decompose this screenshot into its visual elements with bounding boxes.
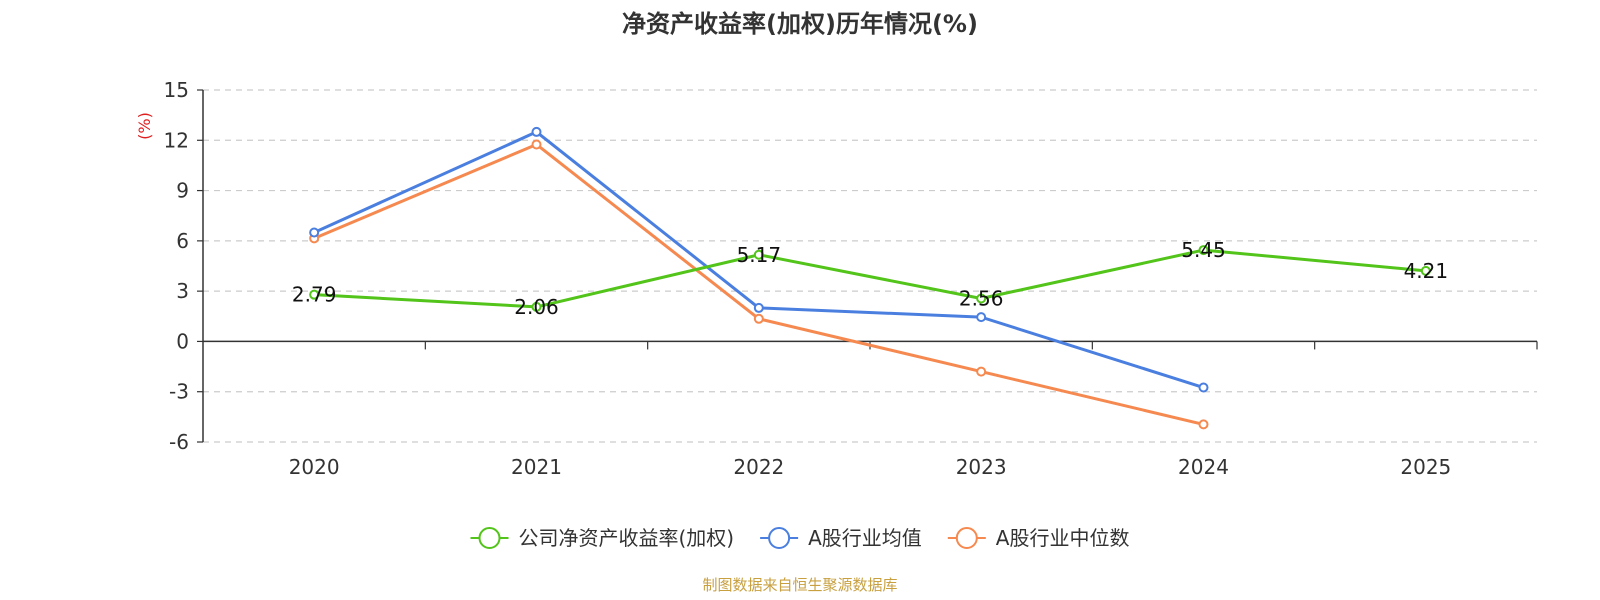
data-label: 2.79 [292, 283, 337, 307]
y-tick-label: 0 [176, 329, 189, 353]
y-tick-labels: 15 12 9 6 3 0 -3 -6 [164, 78, 189, 454]
legend-label: A股行业中位数 [996, 526, 1130, 550]
data-label: 5.17 [737, 243, 782, 267]
series-line [313, 142, 1204, 426]
legend-marker [768, 527, 791, 549]
series-point [1198, 245, 1209, 256]
series-point [976, 366, 987, 377]
series-point [753, 313, 764, 324]
series-point [753, 249, 764, 260]
data-label: 4.21 [1404, 259, 1449, 283]
data-labels: 2.79 2.06 5.17 2.56 5.45 4.21 [292, 238, 1448, 319]
series-point [976, 293, 987, 304]
series-point [1420, 265, 1431, 276]
grid-lines [203, 89, 1537, 443]
series-point [753, 302, 764, 313]
legend-marker [955, 527, 978, 549]
y-axis-unit: (%) [135, 112, 154, 140]
y-tick-label: -3 [169, 380, 189, 404]
x-tick-label: 2020 [289, 455, 340, 479]
x-tick-label: 2021 [511, 455, 562, 479]
y-tick-label: 9 [176, 179, 189, 203]
legend-marker [478, 527, 501, 549]
x-tick-labels: 2020 2021 2022 2023 2024 2025 [289, 455, 1452, 479]
axes [197, 89, 1538, 443]
y-tick-label: 6 [176, 229, 189, 253]
series-point [1198, 382, 1209, 393]
legend-label: A股行业均值 [808, 526, 922, 550]
data-label: 2.06 [514, 295, 559, 319]
data-label: 2.56 [959, 287, 1004, 311]
x-tick-label: 2023 [956, 455, 1007, 479]
series-point [531, 139, 542, 150]
y-tick-label: -6 [169, 430, 189, 454]
series-point [976, 312, 987, 323]
legend[interactable]: 公司净资产收益率(加权) A股行业均值 A股行业中位数 [470, 526, 1130, 550]
source-note: 制图数据来自恒生聚源数据库 [702, 576, 897, 594]
y-tick-label: 3 [176, 279, 189, 303]
x-tick-label: 2024 [1178, 455, 1229, 479]
series-point [309, 227, 320, 238]
series-point [531, 301, 542, 312]
legend-label: 公司净资产收益率(加权) [519, 526, 735, 550]
x-tick-label: 2022 [733, 455, 784, 479]
series-point [531, 126, 542, 137]
series-point [309, 289, 320, 300]
data-label: 5.45 [1181, 238, 1226, 262]
series-point [1198, 419, 1209, 430]
y-tick-label: 15 [164, 78, 189, 102]
series-line [314, 248, 1426, 309]
y-tick-label: 12 [164, 128, 189, 152]
x-tick-label: 2025 [1400, 455, 1451, 479]
series-lines [309, 126, 1431, 430]
chart-title: 净资产收益率(加权)历年情况(%) [622, 10, 978, 38]
